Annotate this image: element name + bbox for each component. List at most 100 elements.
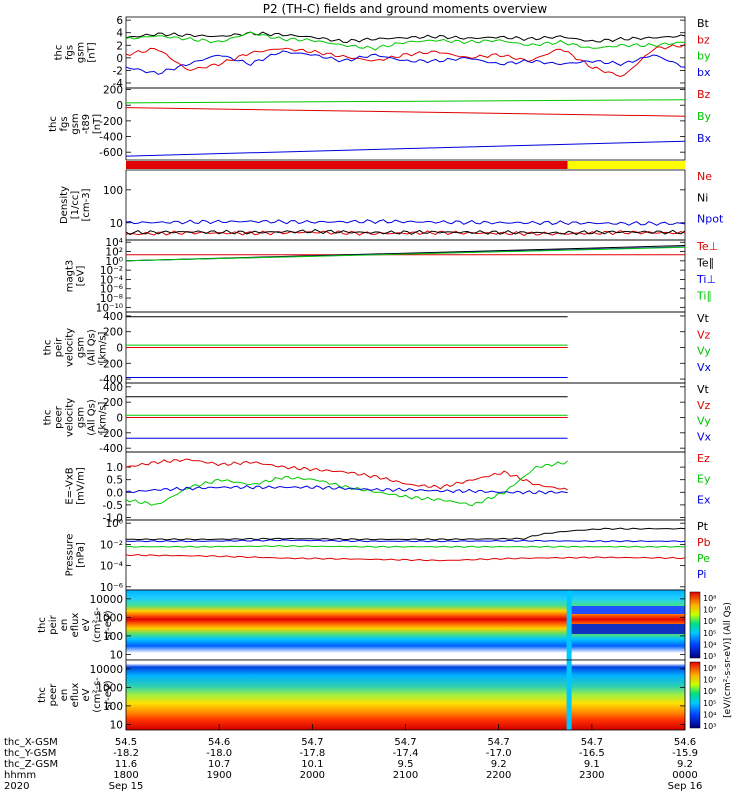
series-line-Npot <box>125 219 686 226</box>
panel-pos: 200 0 -200 -400 -600 thc fgs gsm -t89 [nT] Bz By Bx <box>48 85 712 161</box>
y-tick-label: 0 <box>116 343 123 355</box>
y-tick-label: 100 <box>103 631 123 643</box>
x-tick-label: -15.9 <box>672 748 698 759</box>
y-tick-label: 10000 <box>90 664 123 676</box>
y-tick-label: 10⁻⁴ <box>100 274 123 286</box>
legend-label: Te∥ <box>696 257 714 270</box>
series-line-Bx <box>125 140 686 157</box>
y-tick-label: 10⁰ <box>105 518 123 530</box>
x-axis-labels: thc_X-GSMthc_Y-GSMthc_Z-GSMhhmm202054.5-… <box>4 724 702 792</box>
series-line-Ex <box>125 485 568 495</box>
y-tick-label: -0.5 <box>103 500 124 512</box>
x-tick-label: -17.4 <box>393 748 419 759</box>
x-tick-label: 54.6 <box>674 737 696 748</box>
y-axis-label: sr-eV) <box>103 610 114 639</box>
spectrogram-band <box>571 606 685 614</box>
panel-pressure: 10⁰ 10⁻² 10⁻⁴ 10⁻⁶ Pressure [nPa] Pt Pb Pe Pi <box>65 518 711 594</box>
legend-label: Bz <box>697 88 711 101</box>
x-tick-label: 0000 <box>672 770 697 781</box>
x-tick-label: -16.5 <box>579 748 605 759</box>
y-axis-label: [nPa] <box>76 542 87 568</box>
x-row-label: 2020 <box>4 781 29 792</box>
y-axis-label: gsm <box>70 113 81 134</box>
y-tick-label: -400 <box>99 443 123 455</box>
legend-label: Vx <box>697 430 712 443</box>
y-axis-label: thc <box>37 617 48 633</box>
y-axis-label: thc <box>37 687 48 703</box>
y-tick-label: 200 <box>103 327 123 339</box>
x-tick-label: -17.0 <box>486 748 512 759</box>
panel-peir_vel: 400 200 0 -200 -400 thc peir velocity gsm (All Qs… <box>43 311 712 386</box>
spectrogram-image <box>126 660 685 730</box>
x-tick-label: 2200 <box>486 770 511 781</box>
legend-label: Ex <box>697 493 711 506</box>
legend-label: Vz <box>697 399 711 412</box>
y-tick-label: 0.5 <box>106 475 123 487</box>
x-row-label: thc_Z-GSM <box>4 759 58 770</box>
y-tick-label: -200 <box>99 116 123 128</box>
legend-label: Te⊥ <box>696 240 718 253</box>
y-tick-label: 1000 <box>96 682 123 694</box>
legend-label: Vy <box>697 415 711 428</box>
legend-label: Vt <box>697 312 710 325</box>
legend-label: Bx <box>697 132 712 145</box>
series-line-Pb <box>125 553 686 562</box>
x-tick-label: 54.6 <box>208 737 230 748</box>
spectrogram-band <box>571 624 685 634</box>
colorbar-tick-label: 10⁶ <box>703 687 716 696</box>
y-axis-label: [mV/m] <box>76 467 87 505</box>
legend-label: Pe <box>697 552 710 565</box>
x-tick-label: 54.7 <box>581 737 603 748</box>
y-tick-label: 0 <box>116 100 123 112</box>
legend-label: Vz <box>697 328 711 341</box>
series-line-Ez <box>125 458 568 491</box>
y-tick-label: 10⁻¹⁰ <box>96 302 123 314</box>
x-tick-label: Sep 16 <box>668 781 703 792</box>
y-axis-label: gsm <box>76 42 87 63</box>
y-axis-label: fgs <box>65 45 76 60</box>
series-line-Bt <box>125 31 686 44</box>
x-row-label: hhmm <box>4 770 36 781</box>
y-axis-label: thc <box>54 45 65 61</box>
y-tick-label: 10² <box>105 247 123 259</box>
series-line-Pt <box>125 527 686 541</box>
y-axis-label: [km/s] <box>98 331 109 363</box>
y-tick-label: 1000 <box>96 612 123 624</box>
legend-label: Vt <box>697 383 710 396</box>
x-tick-label: 11.6 <box>115 759 137 770</box>
x-tick-label: 1800 <box>113 770 138 781</box>
y-axis-label: thc <box>43 410 54 426</box>
panel-frame <box>125 169 686 241</box>
colorbar-tick-label: 10⁷ <box>703 606 716 615</box>
legend-label: Ti∥ <box>696 290 712 303</box>
panel-peer_vel: 400 200 0 -200 -400 thc peer velocity gsm (All Qs… <box>43 382 712 455</box>
y-axis-label: (cm²-s- <box>92 677 103 713</box>
y-axis-label: (cm²-s- <box>92 607 103 643</box>
legend-label: Pt <box>697 520 709 533</box>
legend-label: bx <box>697 66 711 79</box>
series-line-Pe <box>125 544 686 548</box>
colorbar-tick-label: 10⁷ <box>703 676 716 685</box>
y-tick-label: -400 <box>99 374 123 386</box>
legend-label: Vx <box>697 361 712 374</box>
panel-frame <box>125 519 686 591</box>
legend-label: Ne <box>697 170 712 183</box>
y-axis-label: sr-eV) <box>103 680 114 709</box>
y-tick-label: 10⁻⁶ <box>100 582 123 594</box>
legend-label: Ey <box>697 473 711 486</box>
series-line-bx <box>125 50 686 75</box>
panel-exb: 1.00.50.0-0.5-1.0 E=-VxB [mV/m] Ez Ey Ex <box>65 451 711 524</box>
y-axis-label: magt3 <box>65 260 76 293</box>
x-tick-label: 2000 <box>300 770 325 781</box>
colorbar-label: [eV/(cm²-s-sr-eV)] (All Qs) <box>723 602 733 718</box>
y-tick-label: 10000 <box>90 594 123 606</box>
y-axis-label: eflux <box>70 683 81 708</box>
y-tick-label: 10 <box>110 719 123 731</box>
y-axis-label: (All Qs) <box>87 329 98 366</box>
legend-label: Pb <box>697 536 711 549</box>
y-tick-label: 2 <box>116 40 123 52</box>
y-axis-label: velocity <box>65 398 76 437</box>
x-tick-label: 9.2 <box>677 759 693 770</box>
